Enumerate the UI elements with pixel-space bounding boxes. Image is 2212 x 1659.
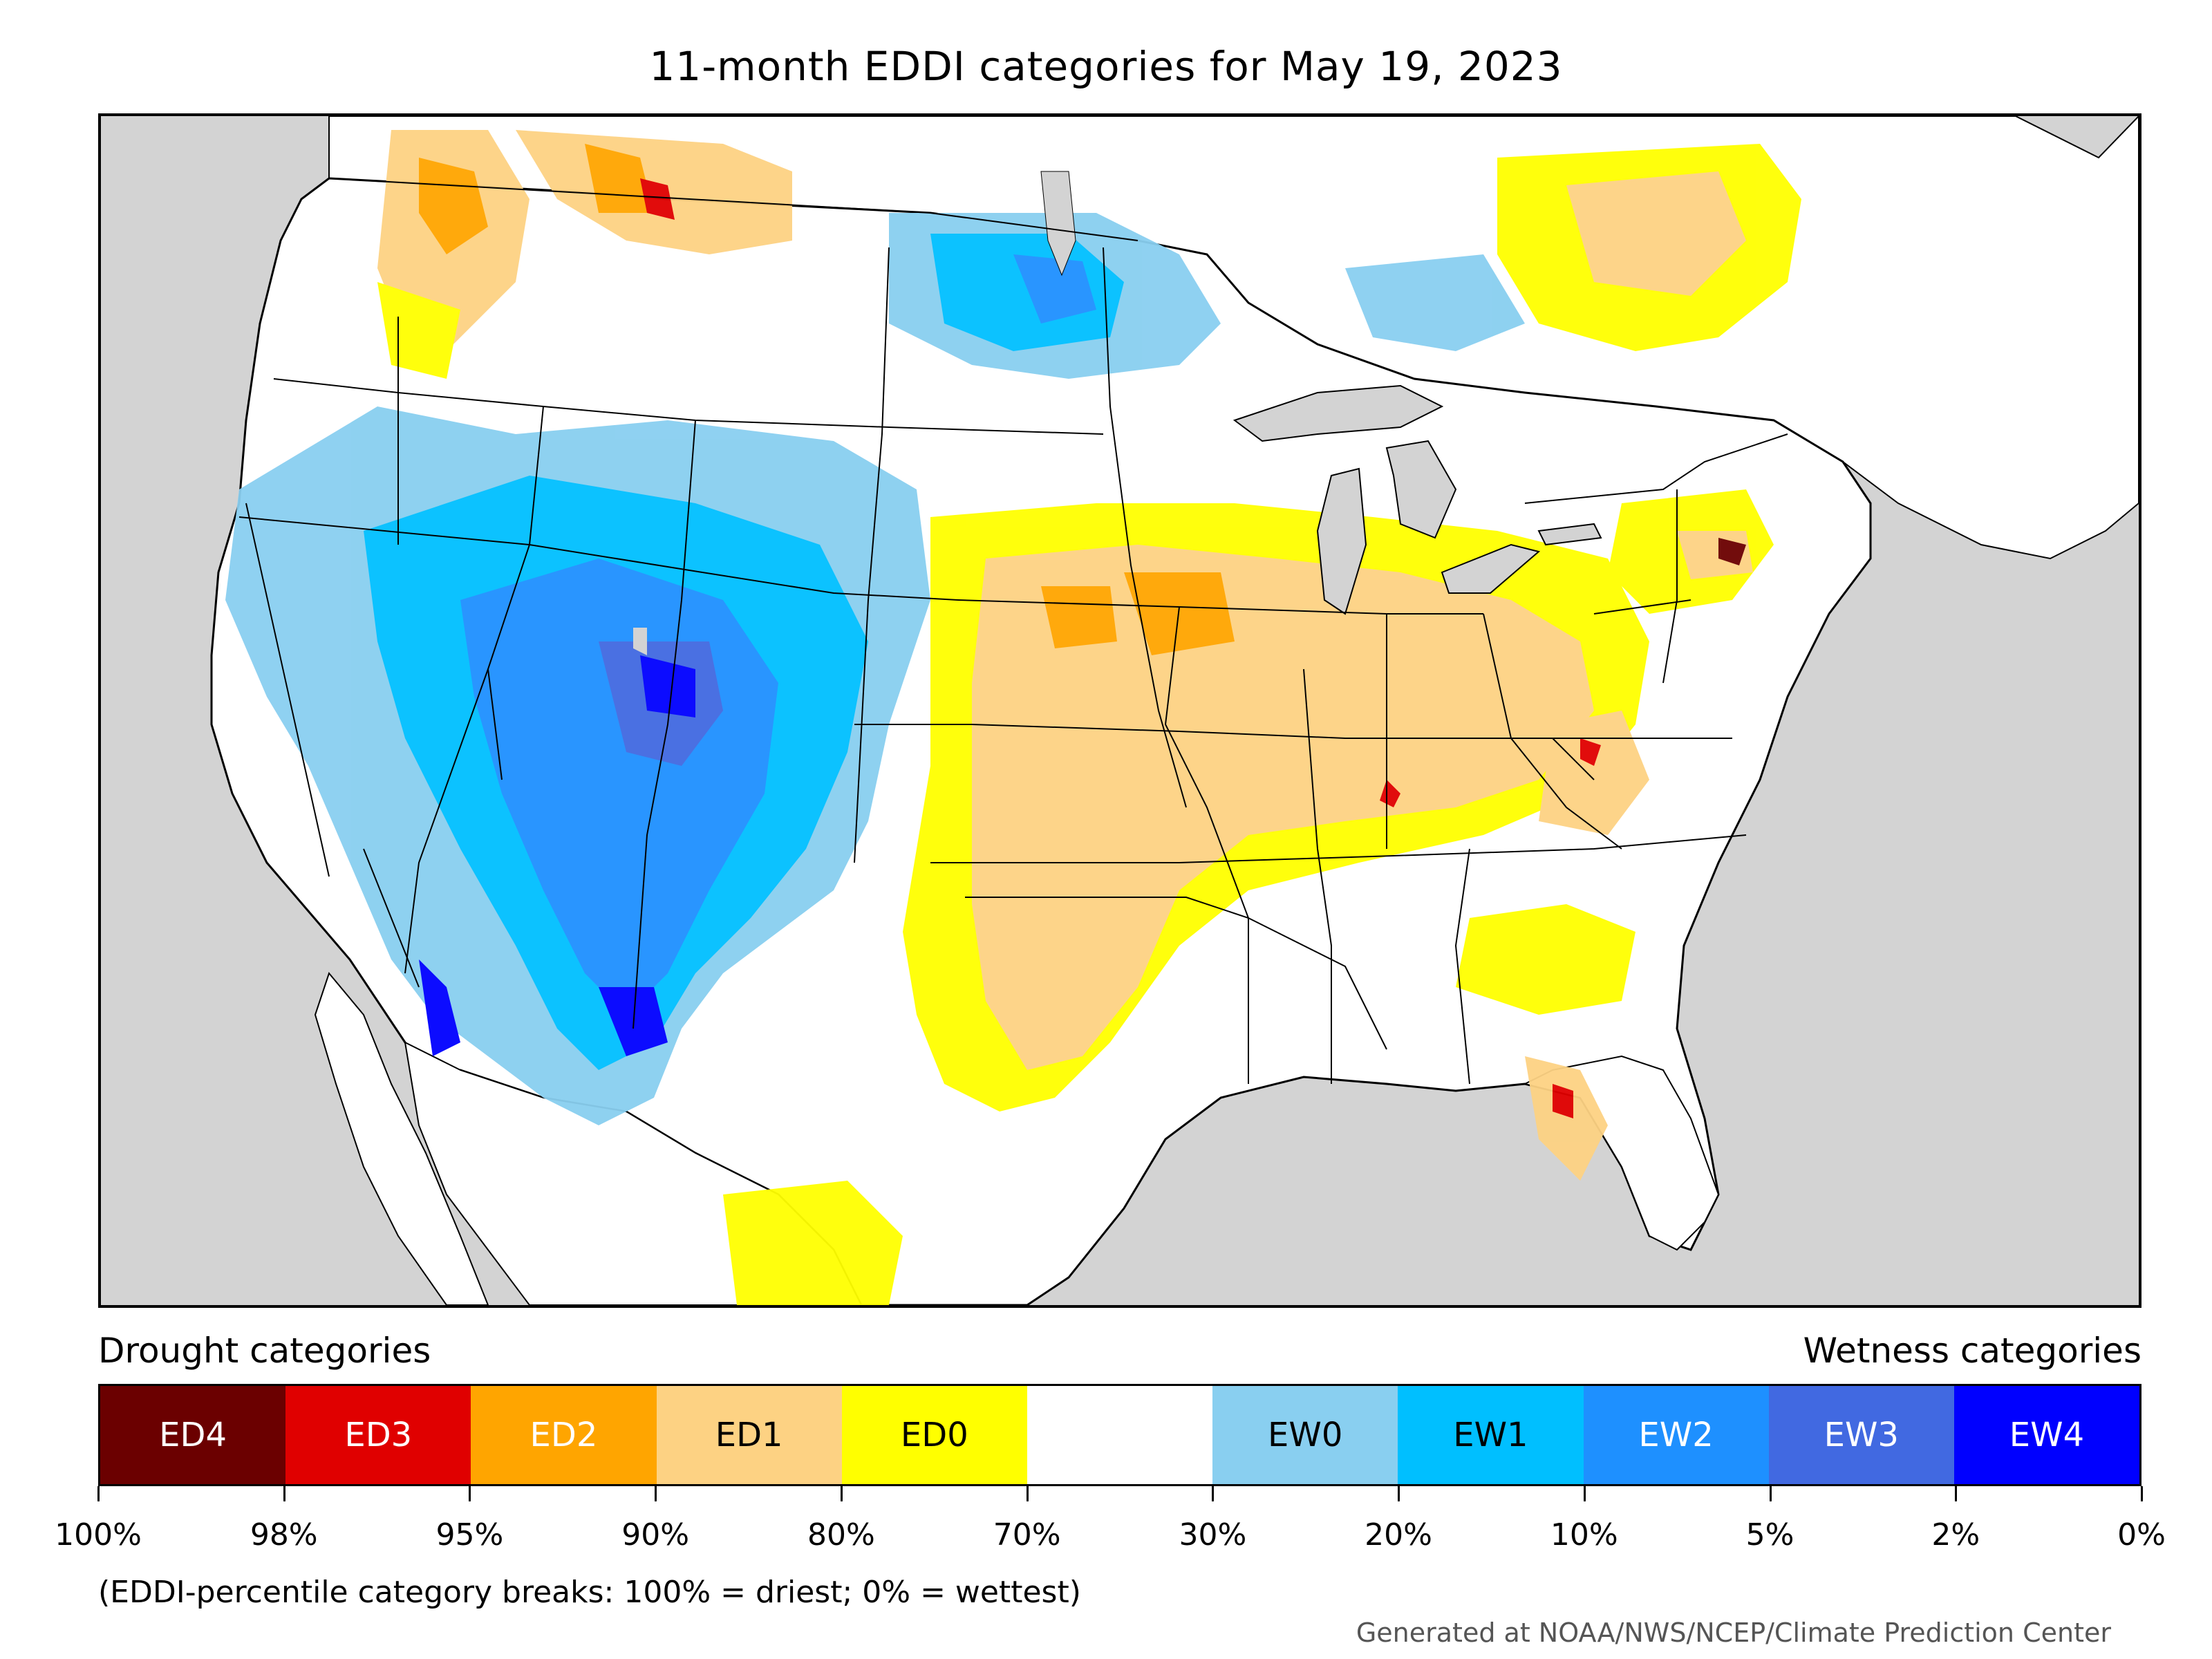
colorbar-tick (97, 1486, 100, 1501)
colorbar-tick-label: 30% (1179, 1517, 1247, 1553)
lake-michigan (1316, 467, 1367, 615)
category-swatch-normal (1027, 1386, 1213, 1484)
colorbar-tick-label: 2% (1931, 1517, 1980, 1553)
lake-superior (1232, 384, 1444, 442)
category-swatch-ed2: ED2 (471, 1386, 657, 1484)
colorbar-tick (1955, 1486, 1958, 1501)
category-swatch-ew0: EW0 (1212, 1386, 1398, 1484)
category-swatch-ew3: EW3 (1768, 1386, 1954, 1484)
colorbar-tick-label: 20% (1365, 1517, 1432, 1553)
credit-line: Generated at NOAA/NWS/NCEP/Climate Predi… (1356, 1618, 2111, 1648)
wetness-categories-heading: Wetness categories (1803, 1331, 2141, 1371)
colorbar-tick (469, 1486, 471, 1501)
eddi-map (98, 113, 2141, 1308)
colorbar-tick-label: 10% (1550, 1517, 1618, 1553)
colorbar-tick (283, 1486, 285, 1501)
colorbar-tick (1398, 1486, 1400, 1501)
great-salt-lake (633, 628, 647, 655)
colorbar-tick-label: 0% (2117, 1517, 2166, 1553)
florida (1523, 1055, 1720, 1251)
eddi-shading (225, 130, 1801, 1305)
baja-peninsula (314, 971, 489, 1305)
category-swatch-ew2: EW2 (1583, 1386, 1769, 1484)
drought-categories-heading: Drought categories (98, 1331, 431, 1371)
category-swatch-ed1: ED1 (656, 1386, 842, 1484)
category-swatch-ed0: ED0 (841, 1386, 1027, 1484)
colorbar-tick (1026, 1486, 1029, 1501)
lake-huron (1385, 440, 1457, 539)
colorbar-tick (2141, 1486, 2143, 1501)
colorbar-tick (1212, 1486, 1215, 1501)
category-swatch-ew4: EW4 (1953, 1386, 2140, 1484)
colorbar-tick-label: 70% (993, 1517, 1061, 1553)
category-swatch-ed3: ED3 (285, 1386, 471, 1484)
category-breaks-note: (EDDI-percentile category breaks: 100% =… (98, 1575, 1081, 1610)
colorbar-ticks (97, 1486, 2143, 1507)
state-boundaries (238, 178, 1788, 1085)
colorbar-tick (1769, 1486, 1772, 1501)
colorbar-tick (1583, 1486, 1586, 1501)
colorbar-tick (655, 1486, 657, 1501)
colorbar-tick-label: 80% (807, 1517, 875, 1553)
colorbar-tick-label: 90% (621, 1517, 690, 1553)
lake-erie (1441, 543, 1541, 594)
category-colorbar: ED4 ED3 ED2 ED1 ED0 EW0 EW1 EW2 EW3 EW4 (98, 1384, 2141, 1486)
map-title: 11-month EDDI categories for May 19, 202… (649, 43, 1563, 90)
category-swatch-ed4: ED4 (100, 1386, 286, 1484)
colorbar-tick (840, 1486, 843, 1501)
colorbar-tick-label: 95% (435, 1517, 504, 1553)
category-swatch-ew1: EW1 (1398, 1386, 1584, 1484)
colorbar-tick-label: 98% (250, 1517, 318, 1553)
colorbar-tick-label: 5% (1745, 1517, 1794, 1553)
colorbar-tick-label: 100% (55, 1517, 142, 1553)
lake-ontario (1537, 523, 1602, 546)
